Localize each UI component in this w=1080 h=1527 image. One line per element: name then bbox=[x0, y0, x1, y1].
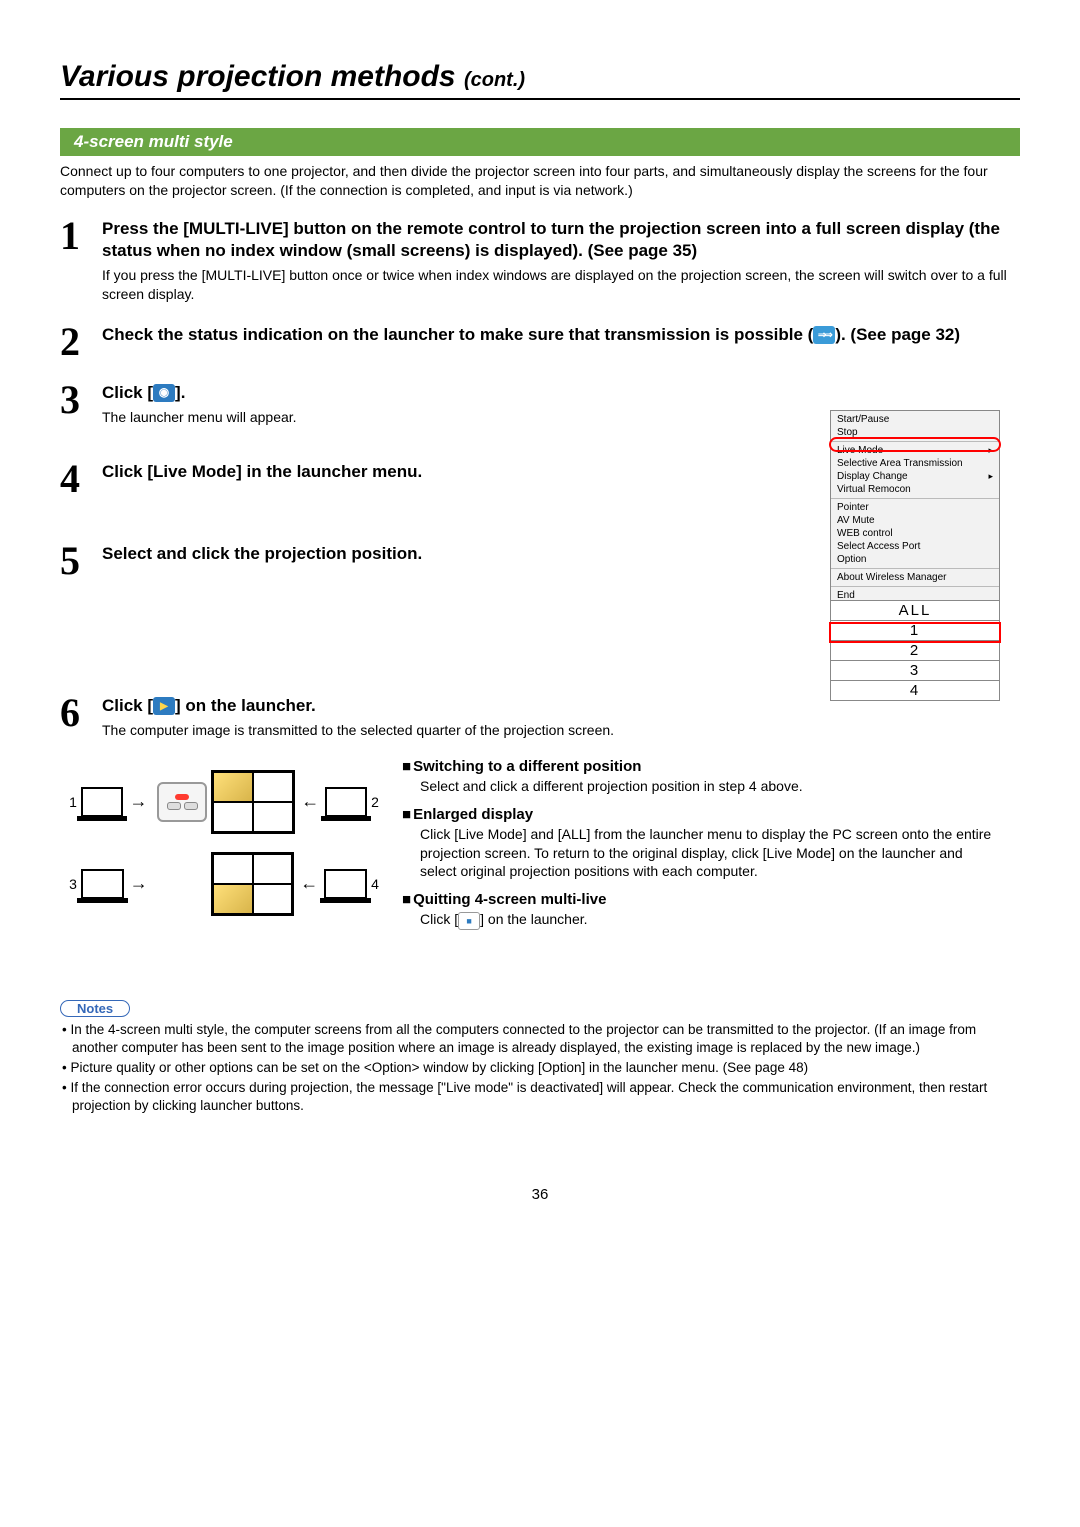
step-number: 4 bbox=[60, 457, 102, 499]
note-item: If the connection error occurs during pr… bbox=[60, 1079, 1020, 1115]
notes-label: Notes bbox=[60, 1000, 130, 1017]
title-text: Various projection methods bbox=[60, 60, 456, 93]
step-6: 6 Click [] on the launcher. The computer… bbox=[60, 691, 1020, 740]
highlight-live-mode bbox=[829, 437, 1001, 452]
menu-item[interactable]: AV Mute bbox=[837, 514, 993, 527]
note-item: Picture quality or other options can be … bbox=[60, 1059, 1020, 1077]
sub-desc: Select and click a different projection … bbox=[420, 777, 992, 796]
menu-item[interactable]: Selective Area Transmission bbox=[837, 457, 993, 470]
arrow-right-icon: → bbox=[130, 873, 148, 894]
step-head: Click []. bbox=[102, 382, 1020, 404]
section-header: 4-screen multi style bbox=[60, 128, 1020, 156]
step-number: 5 bbox=[60, 539, 102, 581]
remote-icon bbox=[157, 782, 207, 822]
notes-list: In the 4-screen multi style, the compute… bbox=[60, 1021, 1020, 1116]
position-option[interactable]: 3 bbox=[831, 661, 999, 681]
intro-text: Connect up to four computers to one proj… bbox=[60, 162, 1020, 200]
launcher-icon bbox=[153, 384, 175, 402]
menu-item[interactable]: Virtual Remocon bbox=[837, 483, 993, 496]
laptop-icon bbox=[81, 869, 124, 899]
menu-item[interactable]: Option bbox=[837, 553, 993, 566]
step-2: 2 Check the status indication on the lau… bbox=[60, 320, 1020, 362]
title-suffix: (cont.) bbox=[464, 69, 525, 91]
note-item: In the 4-screen multi style, the compute… bbox=[60, 1021, 1020, 1057]
sub-sections: Switching to a different position Select… bbox=[402, 756, 992, 940]
step-head: Press the [MULTI-LIVE] button on the rem… bbox=[102, 218, 1020, 262]
arrow-left-icon: → bbox=[301, 791, 319, 812]
play-icon bbox=[153, 697, 175, 715]
menu-item[interactable]: WEB control bbox=[837, 527, 993, 540]
sub-head-switch: Switching to a different position bbox=[402, 758, 992, 775]
menu-item[interactable]: Start/Pause bbox=[837, 413, 993, 426]
launcher-menu: Start/Pause Stop Live Mode Selective Are… bbox=[830, 410, 1000, 605]
step-1: 1 Press the [MULTI-LIVE] button on the r… bbox=[60, 214, 1020, 304]
menu-item[interactable]: Pointer bbox=[837, 501, 993, 514]
step-desc: The computer image is transmitted to the… bbox=[102, 721, 1020, 740]
sub-desc: Click [] on the launcher. bbox=[420, 910, 992, 929]
projection-diagram: 1 → → 2 3 → → 4 bbox=[64, 770, 384, 934]
sub-desc: Click [Live Mode] and [ALL] from the lau… bbox=[420, 825, 992, 882]
step-number: 2 bbox=[60, 320, 102, 362]
position-option[interactable]: ALL bbox=[831, 601, 999, 621]
page-title: Various projection methods (cont.) bbox=[60, 60, 1020, 94]
laptop-icon bbox=[325, 787, 368, 817]
title-rule bbox=[60, 98, 1020, 100]
step-number: 3 bbox=[60, 378, 102, 427]
laptop-icon bbox=[324, 869, 367, 899]
menu-item[interactable]: Display Change bbox=[837, 470, 993, 483]
step-head: Check the status indication on the launc… bbox=[102, 324, 1020, 346]
status-icon bbox=[813, 326, 835, 344]
screen-quad bbox=[211, 770, 294, 834]
stop-icon bbox=[458, 912, 480, 930]
screen-quad bbox=[211, 852, 294, 916]
sub-head-enlarged: Enlarged display bbox=[402, 806, 992, 823]
arrow-left-icon: → bbox=[300, 873, 318, 894]
step-desc: If you press the [MULTI-LIVE] button onc… bbox=[102, 266, 1020, 304]
step-number: 6 bbox=[60, 691, 102, 740]
page-number: 36 bbox=[60, 1186, 1020, 1203]
highlight-position-1 bbox=[829, 622, 1001, 643]
position-option[interactable]: 2 bbox=[831, 641, 999, 661]
step-number: 1 bbox=[60, 214, 102, 304]
sub-head-quit: Quitting 4-screen multi-live bbox=[402, 891, 992, 908]
menu-item[interactable]: Select Access Port bbox=[837, 540, 993, 553]
arrow-right-icon: → bbox=[129, 791, 147, 812]
step-head: Click [] on the launcher. bbox=[102, 695, 1020, 717]
menu-item[interactable]: About Wireless Manager bbox=[837, 571, 993, 584]
position-menu: ALL 1 2 3 4 bbox=[830, 600, 1000, 701]
laptop-icon bbox=[81, 787, 124, 817]
